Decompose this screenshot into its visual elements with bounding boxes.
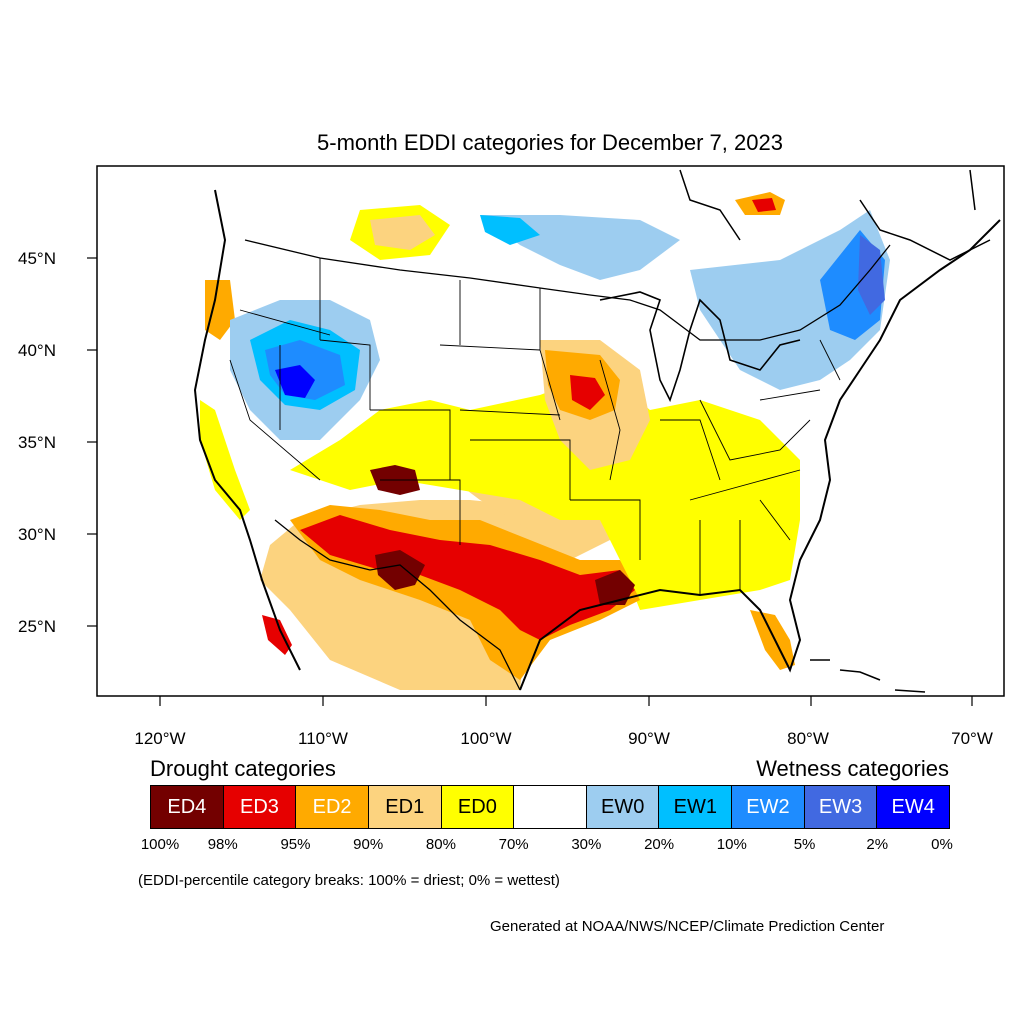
break-label: 5%: [793, 836, 816, 853]
lon-label-70: 70°W: [951, 729, 993, 748]
legend-cell-ew2: EW2: [732, 786, 805, 828]
ed2-region-florida: [750, 610, 795, 670]
state-lines-east: [689, 339, 841, 595]
ed1-region-montana: [370, 215, 435, 250]
legend-cell-ed3: ED3: [223, 786, 297, 828]
ed3-region-ontario: [752, 198, 776, 212]
us-canada-border: [244, 239, 891, 341]
ed0-region-central: [290, 380, 800, 610]
break-label: 0%: [931, 836, 953, 853]
lon-label-100: 100°W: [460, 729, 511, 748]
legend-cell-ew4: EW4: [877, 786, 950, 828]
break-label: 70%: [498, 836, 529, 853]
lat-label-35: 35°N: [18, 433, 56, 452]
ed0-region-westcoast: [200, 400, 250, 520]
credit-line: Generated at NOAA/NWS/NCEP/Climate Predi…: [490, 918, 885, 935]
category-note: (EDDI-percentile category breaks: 100% =…: [138, 872, 560, 889]
ew1-region-superior: [480, 215, 540, 245]
lat-label-45: 45°N: [18, 249, 56, 268]
break-label: 30%: [571, 836, 602, 853]
caribbean-islands: [810, 659, 926, 693]
canada-coast: [679, 169, 991, 261]
legend-cell-ed1: ED1: [368, 786, 442, 828]
state-lines-central: [380, 349, 721, 560]
drought-heading: Drought categories: [150, 756, 336, 781]
wetness-heading: Wetness categories: [756, 756, 949, 781]
lat-label-25: 25°N: [18, 617, 56, 636]
lon-label-110: 110°W: [298, 729, 348, 748]
ed3-region-iowa: [570, 375, 605, 410]
legend-cell-ew1: EW1: [659, 786, 733, 828]
break-label: 90%: [353, 836, 384, 853]
us-mexico-border: [274, 519, 521, 691]
boundary-lines: [193, 169, 1001, 693]
category-legend: ED4 ED3 ED2 ED1 ED0 EW0 EW1 EW2 EW3 EW4: [150, 785, 950, 829]
pacific-coastline: [193, 189, 301, 671]
break-label: 10%: [716, 836, 747, 853]
gulf-atlantic-coastline: [519, 219, 1001, 691]
ed3-region-baja: [262, 615, 292, 655]
legend-cell-neutral: [514, 786, 587, 828]
lon-ticks: [159, 696, 973, 706]
ew4-region-basin: [275, 365, 315, 398]
lon-label-80: 80°W: [787, 729, 829, 748]
category-fill-layer: [97, 166, 1004, 696]
legend-cell-ed0: ED0: [441, 786, 515, 828]
legend-cell-ed2: ED2: [296, 786, 369, 828]
lat-ticks: [87, 257, 97, 627]
state-lines-west: [229, 258, 541, 481]
lon-label-120: 120°W: [134, 729, 185, 748]
ed4-region-louisiana: [595, 570, 635, 605]
ed4-region-newmexico: [375, 550, 425, 590]
lat-label-30: 30°N: [18, 525, 56, 544]
legend-cell-ew3: EW3: [804, 786, 878, 828]
break-label: 98%: [207, 836, 238, 853]
lon-label-90: 90°W: [628, 729, 670, 748]
ed3-region-southwest: [300, 515, 635, 640]
lat-label-40: 40°N: [18, 341, 56, 360]
break-label: 80%: [425, 836, 456, 853]
legend-cell-ew0: EW0: [586, 786, 660, 828]
map-frame: [96, 165, 1005, 697]
break-label: 95%: [280, 836, 311, 853]
legend-cell-ed4: ED4: [151, 786, 224, 828]
map-title: 5-month EDDI categories for December 7, …: [317, 130, 783, 155]
eddi-map: 45°N 40°N 35°N 30°N 25°N 120°W 110°W 100…: [18, 165, 1005, 748]
ed2-region-oregon: [205, 280, 235, 340]
break-label: 2%: [866, 836, 889, 853]
break-label: 20%: [644, 836, 675, 853]
ew3-region-maine: [858, 235, 885, 315]
break-label: 100%: [140, 836, 180, 853]
great-lakes: [599, 291, 801, 403]
